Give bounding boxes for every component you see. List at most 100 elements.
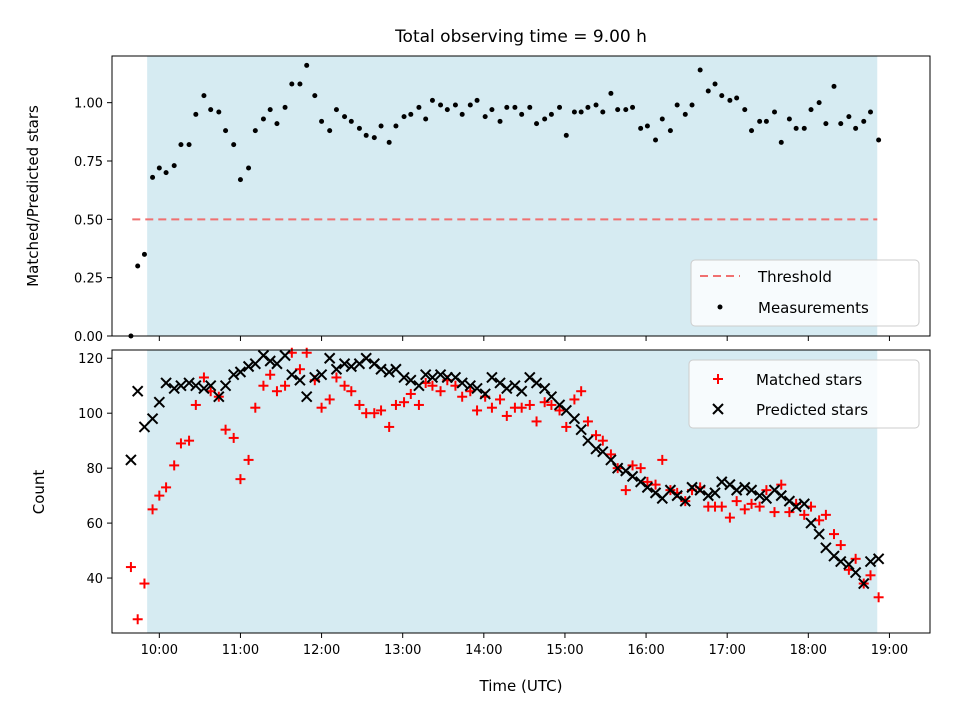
matched-point [125,562,136,573]
chart-title: Total observing time = 9.00 h [394,27,647,47]
predicted-point [131,385,144,397]
predicted-point [611,462,624,474]
measurement-point [401,114,407,120]
measurement-point [793,125,799,131]
bottom-y-axis-title: Count [30,470,48,515]
measurement-point [563,132,569,138]
predicted-point [479,388,491,400]
predicted-point [568,412,581,425]
predicted-point [702,489,714,502]
measurement-point [742,107,748,113]
predicted-point [849,566,862,579]
predicted-point [538,382,551,395]
measurement-point [608,90,614,96]
matched-point [427,380,438,391]
measurement-point [786,116,792,122]
measurement-point [393,123,399,129]
predicted-point [530,377,543,389]
predicted-point [575,423,587,436]
matched-point [301,347,312,358]
matched-point [376,405,387,416]
matched-point [776,479,787,490]
bottom-y-tick-label: 120 [78,352,103,367]
top-y-ticks: 0.00 0.25 0.50 0.75 1.00 [74,97,112,345]
measurement-point [831,83,837,89]
predicted-point [375,363,387,375]
predicted-point [456,377,468,389]
predicted-point [739,481,751,494]
measurement-point [644,123,650,129]
top-x-ticks [158,336,890,341]
matched-point [154,490,165,501]
measurement-point [689,102,695,108]
x-axis-title: Time (UTC) [479,677,563,695]
matched-point [724,512,735,523]
measurement-point [260,116,266,122]
measurement-point [846,114,852,120]
measurement-point [749,128,755,134]
x-tick-label: 13:00 [384,643,421,658]
measurement-point [801,125,807,131]
matched-point [501,410,512,421]
matched-point [243,454,254,465]
matched-point [228,432,239,443]
measurement-point [429,97,435,103]
matched-point [569,394,580,405]
predicted-point [190,380,202,392]
predicted-point [183,377,195,389]
measurement-point [201,93,207,99]
measurement-point [216,109,222,115]
predicted-point [175,380,187,392]
predicted-point [219,380,232,392]
measurement-point [252,128,258,134]
measurement-point [223,128,229,134]
bottom-plot-frame [111,349,931,634]
matched-point [554,405,565,416]
x-tick-label: 12:00 [303,643,340,658]
predicted-point [168,382,180,395]
measurement-point [571,109,577,115]
measurement-point [734,95,740,101]
matched-point [220,424,231,435]
predicted-point [813,528,825,540]
measurement-point [327,128,333,134]
predicted-point [227,369,240,381]
legend-threshold-label: Threshold [757,268,832,286]
legend-measurements-swatch [717,304,723,310]
measurement-point [150,174,156,180]
measurement-point [653,137,659,143]
matched-point [235,474,246,485]
predicted-point [872,553,885,565]
x-tick-label: 17:00 [708,643,745,658]
matched-point [457,391,468,402]
bottom-y-tick-label: 40 [86,572,103,587]
bottom-y-ticks: 40 60 80 100 120 [78,352,112,587]
top-panel: 0.00 0.25 0.50 0.75 1.00 Matched/Predicted s… [24,55,931,345]
predicted-point [775,489,787,502]
predicted-point [309,371,321,384]
measurement-point [519,111,525,117]
x-tick-label: 14:00 [465,643,502,658]
bottom-y-tick-label: 100 [78,407,103,422]
predicted-point [125,454,137,466]
measurement-point [757,118,763,124]
measurements-series [128,62,882,339]
predicted-point [338,358,351,370]
measurement-point [512,104,518,110]
predicted-point [686,481,698,494]
matched-point [139,578,150,589]
matched-point [190,399,201,410]
measurement-point [319,118,325,124]
predicted-point [294,374,306,386]
matched-point [531,416,542,427]
matched-point [399,397,410,408]
predicted-point [213,391,225,403]
predicted-point [745,484,758,496]
predicted-point [730,484,743,496]
measurement-point [386,139,392,145]
measurement-point [527,104,533,110]
matched-point [769,507,780,518]
measurement-point [697,67,703,73]
matched-point [754,501,765,512]
legend-measurements-label: Measurements [758,299,869,317]
